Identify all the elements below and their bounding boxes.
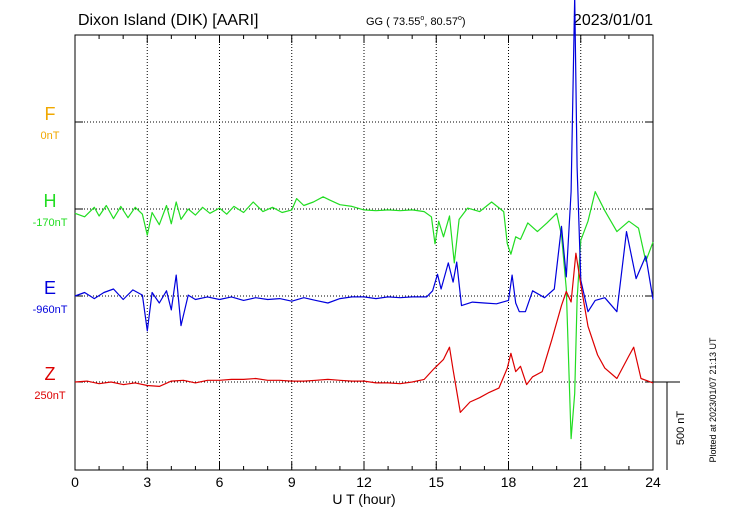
x-tick-label: 24	[645, 474, 661, 490]
channel-labels: F 0nT H -170nT E -960nT Z 250nT	[33, 104, 68, 402]
grid	[75, 35, 653, 470]
x-tick-label: 3	[143, 474, 151, 490]
scale-bar-label: 500 nT	[675, 411, 687, 446]
x-tick-label: 9	[288, 474, 296, 490]
x-tick-label: 6	[216, 474, 224, 490]
channel-baseline-f: 0nT	[41, 130, 60, 142]
trace-z	[74, 252, 654, 413]
scale-bar: 500 nT	[653, 381, 687, 470]
channel-name-e: E	[44, 278, 56, 298]
traces	[74, 0, 654, 440]
station-title: Dixon Island (DIK) [AARI]	[78, 12, 259, 29]
x-tick-label: 15	[428, 474, 444, 490]
trace-e	[74, 0, 654, 332]
channel-baseline-e: -960nT	[33, 304, 68, 316]
channel-baseline-h: -170nT	[33, 217, 68, 229]
channel-name-z: Z	[45, 364, 56, 384]
channel-name-h: H	[44, 191, 57, 211]
x-tick-label: 12	[356, 474, 372, 490]
x-axis-label: U T (hour)	[332, 491, 395, 507]
x-tick-label: 21	[573, 474, 589, 490]
station-coordinates: GG ( 73.55o, 80.57o)	[366, 15, 466, 28]
plot-date: 2023/01/01	[573, 12, 653, 29]
trace-h	[74, 191, 654, 440]
channel-name-f: F	[45, 104, 56, 124]
x-tick-label: 18	[501, 474, 517, 490]
plotted-timestamp: Plotted at 2023/01/07 21:13 UT	[708, 337, 718, 463]
channel-baseline-z: 250nT	[34, 390, 65, 402]
x-tick-label: 0	[71, 474, 79, 490]
x-axis: 0 3 6 9 12 15 18 21 24	[71, 35, 661, 490]
